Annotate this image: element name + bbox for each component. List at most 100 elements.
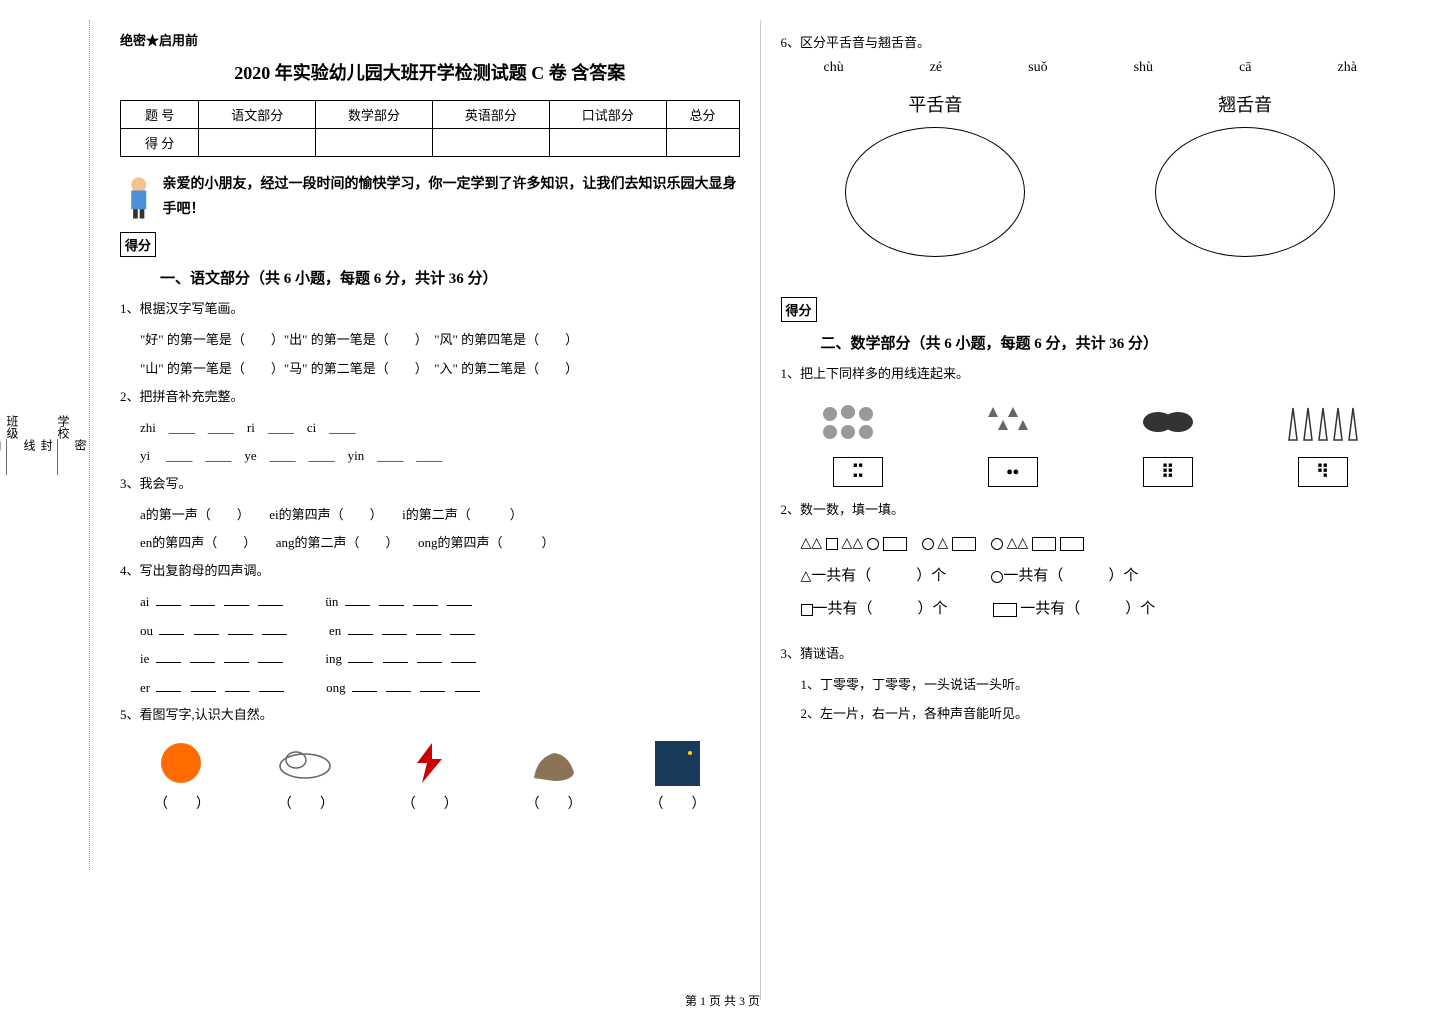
- q4-item: ou: [140, 623, 153, 638]
- math-section-title: 二、数学部分（共 6 小题，每题 6 分，共计 36 分）: [821, 332, 1401, 353]
- q3-line2: en的第四声（ ） ang的第二声（ ） ong的第四声（ ）: [140, 529, 740, 558]
- q5-images: （ ） （ ） （ ） （ ） （ ）: [120, 738, 740, 813]
- confidential-label: 绝密★启用前: [120, 30, 740, 49]
- q6-label: 6、区分平舌音与翘舌音。: [781, 30, 1401, 56]
- q4-item: ün: [325, 594, 338, 609]
- count-text: 一共有（ ）个: [811, 568, 946, 584]
- table-header: 题 号: [121, 101, 199, 129]
- riddle2: 2、左一片，右一片，各种声音能听见。: [801, 700, 1401, 729]
- binding-edge: 密 学校______ 封 线 班级______ 内 姓名______ 不 准 学…: [50, 20, 90, 870]
- table-header: 总分: [666, 101, 739, 129]
- score-box: 得分: [120, 232, 156, 257]
- flat-tongue-label: 平舌音: [845, 91, 1025, 117]
- count-answers-2: 一共有（ ）个 一共有（ ）个: [801, 593, 1401, 626]
- q3-label: 3、我会写。: [120, 471, 740, 497]
- shapes-row: △△ △△ △ △△: [801, 527, 1401, 560]
- image-item: （ ）: [524, 738, 584, 813]
- flat-tongue-group: 平舌音: [845, 91, 1025, 257]
- page-content: 绝密★启用前 2020 年实验幼儿园大班开学检测试题 C 卷 含答案 题 号 语…: [100, 20, 1420, 1000]
- binding-label: 内: [0, 439, 4, 451]
- image-item: （ ）: [276, 738, 336, 813]
- q4-item: ing: [325, 651, 342, 666]
- count-text: 一共有（ ）个: [1020, 601, 1155, 617]
- count-answers-1: △一共有（ ）个 一共有（ ）个: [801, 560, 1401, 593]
- dot-box-2: ••: [988, 457, 1038, 487]
- table-header: 数学部分: [316, 101, 433, 129]
- table-cell: [666, 129, 739, 157]
- curl-tongue-oval: [1155, 127, 1335, 257]
- image-item: （ ）: [648, 738, 708, 813]
- exam-title: 2020 年实验幼儿园大班开学检测试题 C 卷 含答案: [120, 59, 740, 85]
- pinyin-item: chù: [824, 60, 844, 76]
- q1-line1: "好" 的第一笔是（ ）"出" 的第一笔是（ ） "风" 的第四笔是（ ）: [140, 326, 740, 355]
- q1-label: 1、根据汉字写笔画。: [120, 296, 740, 322]
- riddle1: 1、丁零零，丁零零，一头说话一头听。: [801, 671, 1401, 700]
- tongue-section: 平舌音 翘舌音: [781, 91, 1401, 257]
- table-header: 语文部分: [199, 101, 316, 129]
- curl-tongue-group: 翘舌音: [1155, 91, 1335, 257]
- sun-icon: [159, 741, 204, 786]
- q4-item: ie: [140, 651, 149, 666]
- match-snails-icon: [813, 397, 903, 447]
- binding-label: 线: [21, 439, 38, 451]
- q3-line1: a的第一声（ ） ei的第四声（ ） i的第二声（ ）: [140, 501, 740, 530]
- count-text: 一共有（ ）个: [1003, 568, 1138, 584]
- pinyin-row: chù zé suǒ shù cā zhà: [781, 60, 1401, 76]
- cloud-icon: [278, 746, 333, 781]
- mascot-icon: [120, 172, 157, 222]
- q2-line2: yi ____ ____ ye ____ ____ yin ____ ____: [140, 442, 740, 471]
- rock-icon: [529, 743, 579, 783]
- q4-item: er: [140, 680, 150, 695]
- q4-label: 4、写出复韵母的四声调。: [120, 558, 740, 584]
- pinyin-item: cā: [1239, 60, 1251, 76]
- page-footer: 第 1 页 共 3 页: [0, 992, 1445, 1009]
- dot-box-4: ⠭: [833, 457, 883, 487]
- match-carrots-icon: [1278, 397, 1368, 447]
- table-header: 英语部分: [432, 101, 549, 129]
- mq1-label: 1、把上下同样多的用线连起来。: [781, 361, 1401, 387]
- table-cell: 得 分: [121, 129, 199, 157]
- binding-label: 密: [72, 439, 89, 451]
- flat-tongue-oval: [845, 127, 1025, 257]
- q4-row: ou en: [140, 617, 740, 646]
- mq3-label: 3、猜谜语。: [781, 641, 1401, 667]
- q4-row: er ong: [140, 674, 740, 703]
- intro-text: 亲爱的小朋友，经过一段时间的愉快学习，你一定学到了许多知识，让我们去知识乐园大显…: [162, 172, 739, 222]
- match-flowers-icon: [968, 397, 1058, 447]
- q4-item: ai: [140, 594, 149, 609]
- pinyin-item: zé: [930, 60, 942, 76]
- moon-icon: [655, 741, 700, 786]
- q4-row: ie ing: [140, 645, 740, 674]
- binding-label: 班级______: [4, 415, 21, 475]
- q1-line2: "山" 的第一笔是（ ）"马" 的第二笔是（ ） "入" 的第二笔是（ ）: [140, 355, 740, 384]
- binding-label: 封: [38, 439, 55, 451]
- right-column: 6、区分平舌音与翘舌音。 chù zé suǒ shù cā zhà 平舌音 翘…: [761, 20, 1421, 1000]
- table-cell: [549, 129, 666, 157]
- table-cell: [199, 129, 316, 157]
- q4-item: en: [329, 623, 341, 638]
- q4-item: ong: [326, 680, 346, 695]
- match-top-row: [781, 397, 1401, 447]
- lightning-icon: [407, 741, 452, 786]
- chinese-section-title: 一、语文部分（共 6 小题，每题 6 分，共计 36 分）: [160, 267, 740, 288]
- mq2-label: 2、数一数，填一填。: [781, 497, 1401, 523]
- intro-block: 亲爱的小朋友，经过一段时间的愉快学习，你一定学到了许多知识，让我们去知识乐园大显…: [120, 172, 740, 222]
- match-bottom-row: ⠭ •• ⠿ ⠻: [781, 457, 1401, 487]
- count-text: 一共有（ ）个: [813, 601, 948, 617]
- table-cell: [316, 129, 433, 157]
- q5-label: 5、看图写字,认识大自然。: [120, 702, 740, 728]
- score-box: 得分: [781, 297, 817, 322]
- q2-label: 2、把拼音补充完整。: [120, 384, 740, 410]
- pinyin-item: zhà: [1338, 60, 1357, 76]
- q4-row: ai ün: [140, 588, 740, 617]
- pinyin-item: suǒ: [1028, 60, 1047, 76]
- curl-tongue-label: 翘舌音: [1155, 91, 1335, 117]
- q2-line1: zhi ____ ____ ri ____ ci ____: [140, 414, 740, 443]
- pinyin-item: shù: [1134, 60, 1153, 76]
- dot-box-6: ⠿: [1143, 457, 1193, 487]
- score-table: 题 号 语文部分 数学部分 英语部分 口试部分 总分 得 分: [120, 100, 740, 157]
- image-item: （ ）: [152, 738, 212, 813]
- match-crabs-icon: [1123, 397, 1213, 447]
- table-cell: [432, 129, 549, 157]
- table-header: 口试部分: [549, 101, 666, 129]
